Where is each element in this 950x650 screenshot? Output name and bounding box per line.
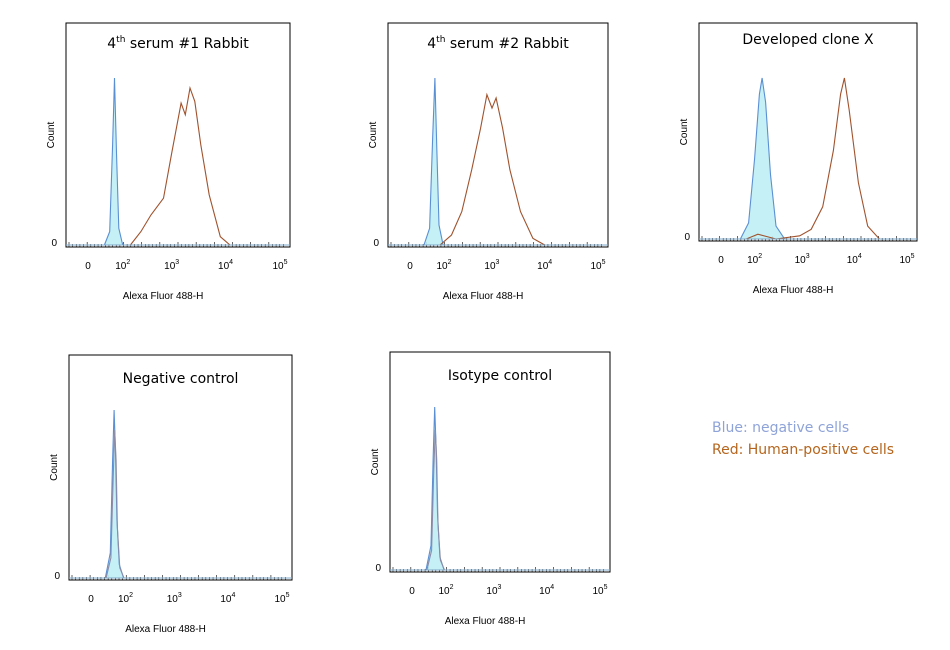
negative-histogram-fill [104,78,123,245]
negative-histogram-line [739,77,786,240]
x-tick-label: 0 [409,586,415,597]
negative-histogram-fill [105,410,124,578]
x-tick-label: 102 [747,253,762,266]
x-tick-label: 105 [272,259,287,272]
control-histogram-line [426,429,446,571]
x-tick-label: 105 [590,259,605,272]
x-tick-label: 104 [218,259,233,272]
y-axis-label: Count [368,121,379,148]
histogram-panel-3: Developed clone X Count 0 0 102 103 104 105 Alex… [679,22,918,296]
x-tick-label: 103 [167,592,182,605]
y-axis-label: Count [49,454,60,481]
x-tick-label: 105 [274,592,289,605]
y-axis-label: Count [370,448,381,475]
panel-title: Developed clone X [742,32,874,48]
histogram-panel-5: Isotype control Count 0 0 102 103 104 105 Alexa … [370,351,611,627]
x-tick-label: 0 [85,261,91,272]
x-tick-label: 0 [407,261,413,272]
x-axis-label: Alexa Fluor 488-H [125,624,206,635]
histogram-panel-1: 4th serum #1 Rabbit Count 0 0 102 103 104 105 Al… [46,22,291,302]
y-axis-label: Count [679,118,690,145]
control-histogram-line [105,430,125,579]
y-zero-label: 0 [684,232,690,243]
plot-frame [68,354,293,581]
x-tick-label: 102 [115,259,130,272]
y-zero-label: 0 [375,563,381,574]
positive-histogram-line [438,92,547,246]
x-tick-label: 103 [795,253,810,266]
histogram-panel-4: Negative control Count 0 0 102 103 104 105 Alexa… [49,354,293,635]
positive-histogram-line [745,77,880,240]
x-tick-label: 103 [164,259,179,272]
x-tick-label: 103 [484,259,499,272]
negative-histogram-line [103,77,124,246]
positive-histogram-line [129,85,232,246]
x-tick-label: 102 [436,259,451,272]
panel-title: Isotype control [448,368,552,384]
x-axis-label: Alexa Fluor 488-H [445,616,526,627]
panel-title: 4th serum #1 Rabbit [107,35,249,52]
y-axis-label: Count [46,121,57,148]
x-axis-label: Alexa Fluor 488-H [123,291,204,302]
x-axis-label: Alexa Fluor 488-H [443,291,524,302]
x-tick-label: 104 [847,253,862,266]
y-zero-label: 0 [373,238,379,249]
x-tick-label: 103 [486,584,501,597]
plot-frame [389,351,611,573]
x-tick-label: 102 [118,592,133,605]
negative-histogram-fill [426,407,445,570]
negative-histogram-fill [740,78,785,239]
plot-frame [698,22,918,242]
x-tick-label: 0 [718,255,724,266]
plot-frame [65,22,291,248]
legend-positive: Red: Human-positive cells [712,442,895,458]
plot-frame [387,22,609,248]
x-tick-label: 104 [220,592,235,605]
x-tick-label: 105 [592,584,607,597]
x-tick-label: 0 [88,594,94,605]
panel-title: 4th serum #2 Rabbit [427,35,569,52]
x-tick-label: 104 [539,584,554,597]
x-tick-label: 105 [899,253,914,266]
y-zero-label: 0 [51,238,57,249]
x-axis-label: Alexa Fluor 488-H [753,285,834,296]
legend-negative: Blue: negative cells [712,420,850,436]
x-tick-label: 104 [537,259,552,272]
x-tick-label: 102 [438,584,453,597]
histogram-panel-2: 4th serum #2 Rabbit Count 0 0 102 103 104 105 Al… [368,22,609,302]
panel-title: Negative control [123,371,239,387]
y-zero-label: 0 [54,571,60,582]
negative-histogram-line [423,77,444,246]
